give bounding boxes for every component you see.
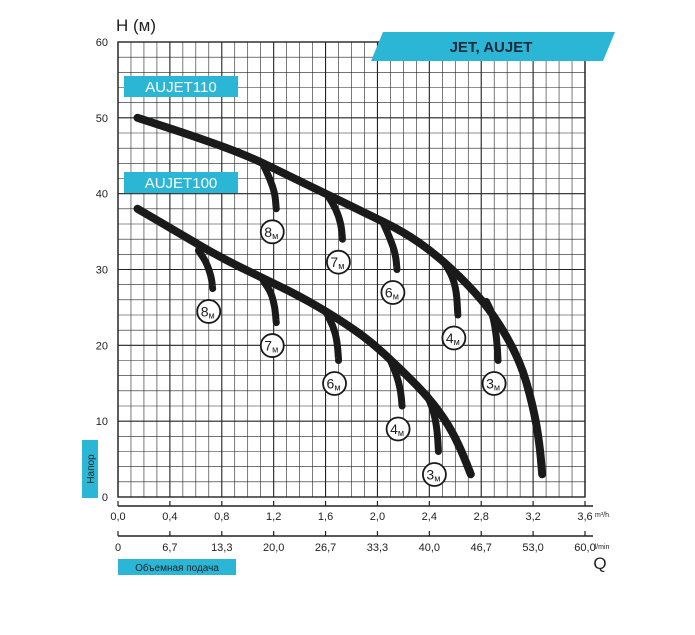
chart-title: JET, AUJET: [450, 39, 533, 56]
branch-depth-marker: [326, 249, 351, 275]
x-unit-m3h: m³/h: [595, 512, 609, 519]
x-tick-label-lmin: 46,7: [471, 542, 492, 554]
x-tick-label-lmin: 60,0: [574, 542, 595, 554]
branch-line-aujet110: [482, 297, 502, 364]
x-tick-label-lmin: 33,3: [367, 542, 388, 554]
series-line-aujet100: [133, 204, 475, 479]
y-tick-label: 20: [96, 340, 108, 352]
x-tick-label-m3h: 2,8: [474, 511, 489, 523]
branch-depth-marker: [322, 371, 347, 396]
series-label-bg-aujet110: [124, 76, 238, 97]
series-label-aujet100: AUJET100: [145, 175, 218, 192]
y-tick-label: 30: [96, 265, 108, 277]
branch-depth-marker: [422, 462, 447, 487]
y-tick-label: 10: [96, 416, 108, 428]
x-tick-label-m3h: 1,2: [266, 511, 281, 523]
x-bottom-badge: [118, 559, 236, 575]
y-tick-label: 60: [96, 37, 108, 49]
branch-line-aujet100: [386, 357, 406, 410]
branch-depth-marker: [196, 299, 222, 324]
branch-depth-marker: [259, 333, 285, 358]
branch-depth-marker: [481, 371, 507, 396]
series-line-aujet110: [133, 113, 547, 479]
plot-frame: [117, 41, 586, 498]
y-tick-label: 50: [96, 113, 108, 125]
branch-line-aujet100: [194, 247, 217, 292]
y-side-label: Напор: [86, 454, 97, 484]
x-tick-label-lmin: 40,0: [419, 542, 440, 554]
x-axis-label: Q: [593, 554, 606, 573]
title-banner: [371, 32, 615, 61]
x-tick-label-lmin: 0: [115, 542, 121, 554]
x-tick-label-lmin: 53,0: [522, 542, 543, 554]
x-bottom-label: Объемная подача: [135, 562, 219, 574]
branch-line-aujet100: [259, 277, 280, 327]
branch-line-aujet110: [441, 259, 462, 319]
branch-depth-marker: [380, 280, 406, 305]
x-tick-label-m3h: 3,2: [525, 511, 540, 523]
x-tick-label-m3h: 0,0: [110, 511, 125, 523]
branch-line-aujet110: [259, 161, 280, 213]
x-tick-label-lmin: 6,7: [162, 542, 177, 554]
branch-depth-marker: [385, 416, 411, 442]
branch-line-aujet110: [379, 218, 401, 273]
x-tick-label-lmin: 13,3: [211, 542, 232, 554]
branch-line-aujet100: [423, 391, 442, 455]
y-axis-label: H (м): [116, 16, 156, 35]
branch-depth-marker: [441, 325, 467, 351]
y-side-badge: [82, 440, 98, 498]
x-tick-label-m3h: 2,0: [370, 511, 385, 523]
x-tick-label-m3h: 0,8: [214, 511, 229, 523]
x-unit-lmin: l/min: [595, 544, 610, 551]
y-tick-label: 40: [96, 189, 108, 201]
series-label-aujet110: AUJET110: [145, 79, 216, 96]
series-label-bg-aujet100: [124, 172, 238, 193]
y-tick-label: 0: [102, 492, 108, 504]
x-tick-label-m3h: 2,4: [422, 511, 437, 523]
branch-line-aujet110: [324, 192, 346, 243]
x-tick-label-m3h: 0,4: [162, 511, 177, 523]
x-tick-label-m3h: 3,6: [577, 511, 592, 523]
x-tick-label-lmin: 20,0: [263, 542, 284, 554]
x-tick-label-lmin: 26,7: [315, 542, 336, 554]
x-tick-label-m3h: 1,6: [318, 511, 333, 523]
branch-depth-marker: [259, 219, 285, 245]
branch-line-aujet100: [322, 307, 343, 364]
